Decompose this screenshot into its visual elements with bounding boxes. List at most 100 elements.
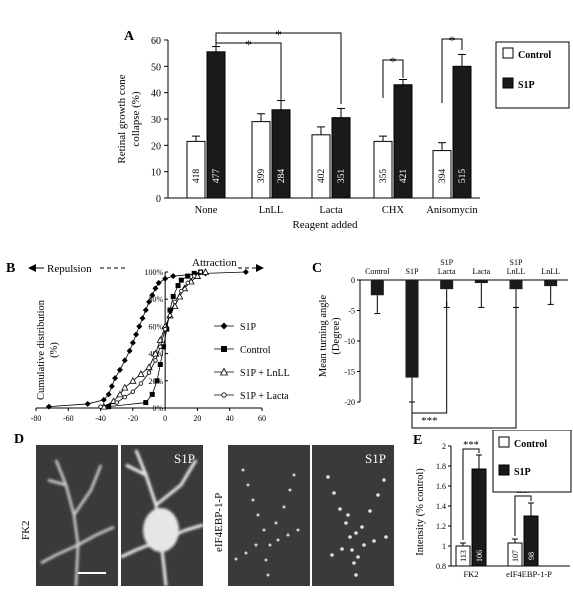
n-label: 113 (459, 550, 468, 562)
n-label: 394 (438, 169, 448, 184)
data-point (84, 400, 91, 407)
x-tick-label: S1P (406, 267, 419, 276)
x-tick-label: FK2 (463, 569, 478, 579)
y-axis-label: Mean turning angle (Degree) (318, 295, 342, 378)
data-point (162, 275, 169, 282)
data-point (126, 347, 133, 354)
y-axis-label-line: Retinal growth cone (116, 74, 128, 163)
scale-bar (78, 572, 106, 574)
arrow-left-label: Repulsion (47, 263, 92, 275)
data-point (178, 277, 184, 283)
x-tick-label: 20 (193, 414, 201, 423)
series-line (48, 271, 246, 408)
row-label-eif: eIF4EBP-1-P (213, 492, 225, 552)
y-tick-label: 0 (156, 194, 161, 205)
x-tick-label: LnLL (259, 205, 284, 216)
data-point (201, 268, 210, 275)
x-tick-label-line: LnLL (507, 267, 526, 276)
x-axis-label: Reagent added (292, 219, 358, 231)
panel-b-label: B (6, 261, 15, 276)
legend-marker (221, 346, 227, 352)
n-label: 421 (399, 169, 409, 184)
significance-label: * (449, 33, 456, 48)
data-point (100, 396, 107, 403)
significance-label: * (390, 54, 397, 69)
legend-label: Control (518, 50, 551, 61)
legend-marker (221, 392, 227, 398)
data-point (191, 273, 197, 279)
x-tick-label: eIF4EBP-1-P (506, 569, 552, 579)
x-tick-label: S1P Lacta (438, 258, 456, 276)
y-tick-label: 1.6 (436, 482, 446, 491)
panel-e-label: E (413, 433, 422, 448)
data-point (242, 269, 249, 275)
neuron-image (40, 459, 115, 586)
y-tick-label: 80% (148, 295, 163, 304)
x-tick-label: 0 (163, 414, 167, 423)
significance-bracket (411, 301, 448, 414)
data-point (142, 307, 149, 314)
y-axis-label: Cumulative distribution (%) (36, 299, 60, 400)
arrow-left-head (28, 264, 36, 272)
data-point (136, 323, 143, 330)
y-axis-label-line: (%) (49, 342, 60, 358)
legend-label: S1P (514, 467, 531, 478)
n-label: 355 (379, 169, 389, 184)
data-point (151, 349, 160, 357)
data-point (154, 378, 160, 384)
arrow-right-head (256, 264, 264, 272)
n-label: 515 (458, 169, 468, 184)
bar (271, 109, 291, 199)
x-tick-label-line: Lacta (438, 267, 456, 276)
n-label: 351 (337, 169, 347, 184)
y-tick-label: -10 (344, 337, 355, 346)
x-tick-label-line: S1P (510, 258, 523, 267)
data-point (108, 383, 115, 390)
y-axis-label-line: (Degree) (331, 317, 342, 355)
data-point (129, 339, 136, 346)
significance-bracket (215, 32, 342, 104)
x-tick-label: -80 (31, 414, 42, 423)
micrograph-corner-label: S1P (174, 451, 195, 466)
data-point (146, 370, 152, 375)
y-tick-label: 1.2 (436, 522, 446, 531)
data-point (138, 381, 144, 386)
y-tick-label: 40 (151, 89, 161, 100)
micrograph-eif-s1p: S1P (312, 445, 394, 586)
data-point (122, 394, 127, 400)
data-point (170, 293, 176, 299)
y-tick-label: 1.4 (436, 502, 446, 511)
x-tick-label: Lacta (319, 205, 343, 216)
legend-swatch (502, 77, 514, 89)
bar (251, 121, 271, 199)
y-tick-label: -20 (344, 398, 355, 407)
data-point (149, 292, 156, 299)
legend-label: S1P + LnLL (240, 368, 290, 379)
y-tick-label: 100% (144, 268, 163, 277)
data-point (129, 376, 137, 384)
data-point (121, 383, 129, 391)
x-tick-label: CHX (382, 205, 405, 216)
significance-label: * (275, 27, 282, 42)
legend-marker (219, 367, 229, 376)
significance-bracket (441, 38, 463, 103)
x-tick-label: Anisomycin (426, 205, 478, 216)
legend-label: S1P + Lacta (240, 391, 289, 402)
bar (311, 134, 331, 199)
neuron-image (326, 475, 388, 577)
data-point (139, 315, 146, 322)
y-tick-label: 1.8 (436, 462, 446, 471)
y-axis-label-line: Mean turning angle (318, 295, 329, 378)
x-tick-label: -20 (128, 414, 139, 423)
legend-swatch (498, 436, 510, 448)
bar (440, 280, 454, 290)
panel-a-chart: A 0 10 20 30 40 50 60 Retinal growth cone collaps… (116, 27, 570, 231)
panel-c-chart: C 0 -5 -10 -15 -20 Mean turning angle (Degree) C… (312, 258, 568, 429)
micrograph-corner-label: S1P (365, 451, 386, 466)
y-tick-label: 0 (351, 276, 355, 285)
panel-b-chart: B Repulsion Attraction -80 -60 -40 -20 0 20 40 60 0… (6, 257, 290, 423)
micrograph-fk2-control (36, 445, 118, 586)
bar (331, 117, 351, 199)
data-point (167, 313, 173, 318)
